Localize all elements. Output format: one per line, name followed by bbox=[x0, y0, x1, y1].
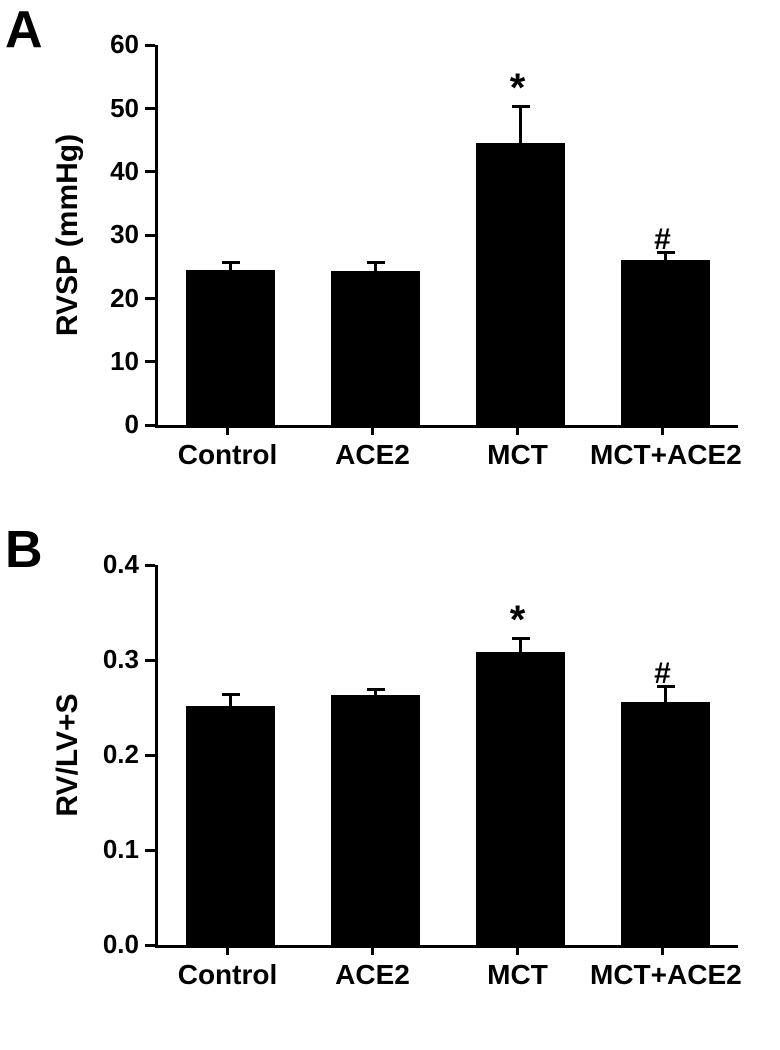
panel-a-chart: 0102030405060RVSP (mmHg)ControlACE2MCTMC… bbox=[155, 45, 735, 425]
panel-b-label: B bbox=[5, 520, 43, 580]
y-axis-label: RVSP (mmHg) bbox=[51, 45, 85, 425]
error-cap bbox=[367, 688, 385, 691]
x-tick bbox=[661, 425, 664, 435]
bar bbox=[621, 260, 711, 425]
y-tick bbox=[145, 424, 155, 427]
x-category-label: Control bbox=[155, 959, 300, 991]
x-category-label: ACE2 bbox=[300, 959, 445, 991]
y-tick bbox=[145, 754, 155, 757]
y-tick bbox=[145, 944, 155, 947]
y-tick bbox=[145, 849, 155, 852]
error-cap bbox=[222, 261, 240, 264]
x-tick bbox=[516, 945, 519, 955]
x-category-label: MCT+ACE2 bbox=[590, 959, 735, 991]
y-axis-label: RV/LV+S bbox=[51, 565, 85, 945]
x-category-label: MCT bbox=[445, 959, 590, 991]
x-category-label: ACE2 bbox=[300, 439, 445, 471]
y-tick bbox=[145, 659, 155, 662]
x-tick bbox=[661, 945, 664, 955]
y-tick bbox=[145, 234, 155, 237]
x-tick bbox=[371, 945, 374, 955]
significance-marker: * bbox=[488, 66, 548, 111]
error-cap bbox=[367, 261, 385, 264]
y-tick bbox=[145, 564, 155, 567]
y-tick bbox=[145, 44, 155, 47]
panel-b-plot-area bbox=[155, 565, 738, 948]
panel-b-chart: 0.00.10.20.30.4RV/LV+SControlACE2MCTMCT+… bbox=[155, 565, 735, 945]
y-tick bbox=[145, 107, 155, 110]
x-tick bbox=[371, 425, 374, 435]
significance-marker: # bbox=[633, 657, 693, 691]
x-category-label: MCT bbox=[445, 439, 590, 471]
bar bbox=[476, 652, 566, 945]
y-tick bbox=[145, 297, 155, 300]
bar bbox=[331, 271, 421, 425]
bar bbox=[186, 706, 276, 945]
x-tick bbox=[226, 425, 229, 435]
y-tick bbox=[145, 360, 155, 363]
significance-marker: # bbox=[633, 223, 693, 257]
x-tick bbox=[516, 425, 519, 435]
significance-marker: * bbox=[488, 598, 548, 643]
error-cap bbox=[222, 693, 240, 696]
x-category-label: MCT+ACE2 bbox=[590, 439, 735, 471]
y-tick bbox=[145, 170, 155, 173]
bar bbox=[621, 702, 711, 945]
bar bbox=[186, 270, 276, 425]
error-bar bbox=[229, 694, 232, 705]
x-tick bbox=[226, 945, 229, 955]
panel-a-label: A bbox=[5, 0, 43, 60]
bar bbox=[331, 695, 421, 945]
x-category-label: Control bbox=[155, 439, 300, 471]
figure: A 0102030405060RVSP (mmHg)ControlACE2MCT… bbox=[0, 0, 780, 1050]
error-bar bbox=[519, 106, 522, 143]
bar bbox=[476, 143, 566, 425]
